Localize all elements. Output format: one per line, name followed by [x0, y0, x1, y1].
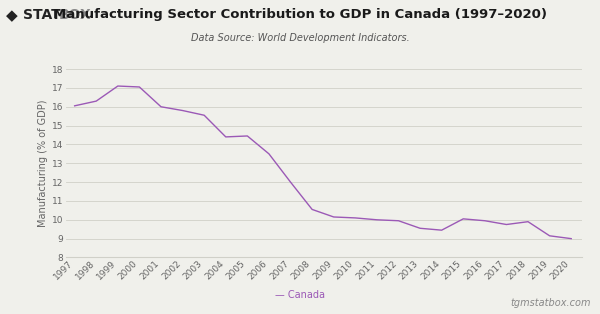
Text: STAT: STAT	[23, 8, 61, 22]
Text: Data Source: World Development Indicators.: Data Source: World Development Indicator…	[191, 33, 409, 43]
Text: tgmstatbox.com: tgmstatbox.com	[511, 298, 591, 308]
Y-axis label: Manufacturing (% of GDP): Manufacturing (% of GDP)	[38, 100, 47, 227]
Text: — Canada: — Canada	[275, 290, 325, 300]
Text: Manufacturing Sector Contribution to GDP in Canada (1997–2020): Manufacturing Sector Contribution to GDP…	[53, 8, 547, 21]
Text: BOX: BOX	[59, 8, 92, 22]
Text: ◆: ◆	[6, 8, 18, 23]
